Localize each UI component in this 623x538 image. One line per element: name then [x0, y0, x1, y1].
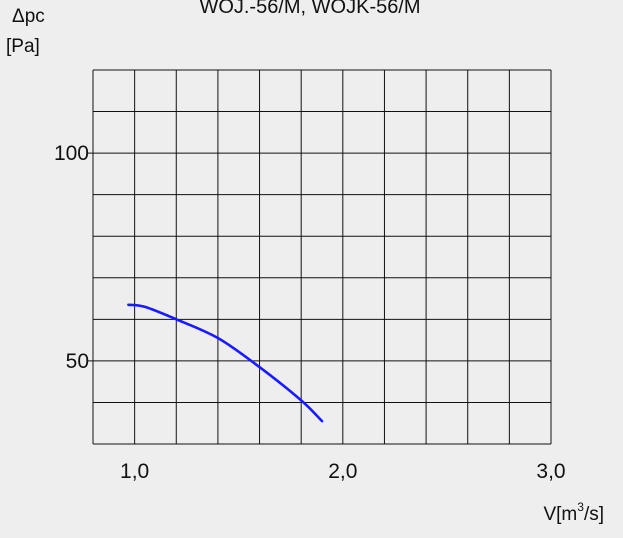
grid	[92, 69, 552, 445]
x-axis-label-sup: 3	[577, 500, 584, 514]
y-axis-label-symbol: Δpc	[12, 6, 45, 27]
series-line-0	[127, 303, 324, 423]
x-axis-label-main: V[m	[543, 504, 577, 525]
series-layer	[127, 303, 324, 423]
x-tick-label: 1,0	[120, 460, 149, 483]
tick-labels: 50 100 1,0 2,0 3,0	[54, 142, 566, 483]
x-axis-label: V[m3/s]	[543, 500, 604, 525]
x-axis-label-end: /s]	[584, 504, 604, 525]
y-tick-label: 50	[66, 350, 89, 373]
y-tick-label: 100	[54, 142, 89, 165]
y-axis-label-unit: [Pa]	[6, 36, 40, 57]
x-tick-label: 2,0	[328, 460, 357, 483]
x-tick-label: 3,0	[536, 460, 565, 483]
chart-title: WOJ.-56/M, WOJK-56/M	[199, 0, 420, 18]
